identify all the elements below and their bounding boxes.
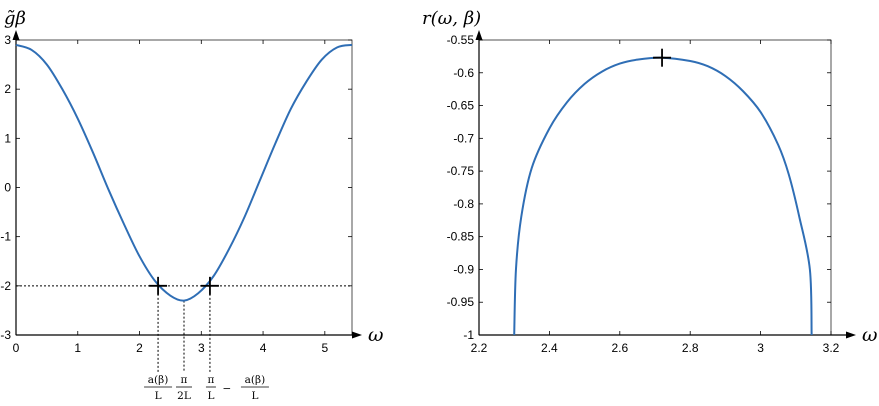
right-y-tick-label: -1 — [463, 328, 474, 342]
right-markers — [653, 48, 672, 67]
left-y-tick-label: -1 — [0, 230, 11, 244]
left-x-tick-label: 0 — [13, 341, 20, 355]
right-y-tick-label: -0.7 — [453, 131, 474, 145]
guide-label-denominator: 2L — [177, 390, 191, 402]
right-x-tick-label: 2.8 — [682, 341, 699, 355]
left-series-line — [15, 43, 353, 302]
left-markers — [149, 276, 219, 295]
guide-label-numerator: a(β) — [148, 374, 169, 386]
left-y-tick-label: -2 — [0, 279, 11, 293]
left-x-tick-label: 2 — [136, 341, 143, 355]
right-x-ticks: 2.2 2.4 2.6 2.8 3 3.2 — [471, 40, 840, 355]
right-x-tick-label: 2.6 — [611, 341, 628, 355]
right-x-tick-label: 2.2 — [471, 341, 488, 355]
right-y-tick-label: -0.75 — [447, 164, 475, 178]
guide-label-numerator: π — [207, 374, 214, 386]
right-y-ticks: -0.55 -0.6 -0.65 -0.7 -0.75 -0.8 -0.85 -0.9 -0.9… — [447, 33, 831, 342]
right-x-tick-label: 2.4 — [541, 341, 558, 355]
guide-label-numerator: π — [181, 374, 188, 386]
left-x-tick-label: 5 — [321, 341, 328, 355]
left-x-tick-label: 4 — [260, 341, 267, 355]
guide-label-minus: − — [223, 383, 232, 395]
right-y-tick-label: -0.6 — [453, 66, 474, 80]
left-y-tick-label: -3 — [0, 328, 11, 342]
guide-label-denominator: L — [207, 390, 214, 402]
left-x-arrow — [352, 331, 362, 339]
right-y-tick-label: -0.95 — [447, 295, 475, 309]
left-x-tick-label: 3 — [198, 341, 205, 355]
left-y-label-text: g̃β — [4, 8, 26, 29]
right-y-label: r(ω, β) — [422, 8, 481, 29]
right-x-label: ω — [862, 324, 878, 346]
left-y-tick-label: 1 — [4, 131, 11, 145]
left-vertical-guides — [157, 285, 211, 372]
left-x-tick-label: 1 — [74, 341, 81, 355]
right-x-tick-label: 3.2 — [823, 341, 840, 355]
right-series-line — [513, 56, 813, 336]
left-y-tick-label: 2 — [4, 82, 11, 96]
right-chart: -0.55 -0.6 -0.65 -0.7 -0.75 -0.8 -0.85 -0.9 -0.9… — [422, 8, 878, 355]
guide-label-numerator: a(β) — [245, 374, 266, 386]
left-y-arrow — [12, 30, 20, 40]
left-x-ticks: 0 1 2 3 4 5 — [13, 40, 328, 355]
guide-label-denominator: L — [251, 390, 258, 402]
right-y-arrow — [475, 30, 483, 40]
left-y-label: g̃β — [4, 8, 26, 29]
right-y-tick-label: -0.9 — [453, 262, 474, 276]
right-y-tick-label: -0.65 — [447, 99, 475, 113]
right-y-tick-label: -0.55 — [447, 33, 475, 47]
left-x-label: ω — [368, 324, 384, 346]
left-y-tick-label: 3 — [4, 33, 11, 47]
left-y-tick-label: 0 — [4, 181, 11, 195]
left-plot-frame — [15, 39, 353, 336]
right-x-arrow — [846, 331, 856, 339]
left-y-ticks: 3 2 1 0 -1 -2 -3 — [0, 33, 352, 342]
right-y-tick-label: -0.8 — [453, 197, 474, 211]
right-plot-frame — [478, 39, 832, 336]
right-y-tick-label: -0.85 — [447, 230, 475, 244]
guide-label-denominator: L — [155, 390, 162, 402]
right-x-tick-label: 3 — [757, 341, 764, 355]
